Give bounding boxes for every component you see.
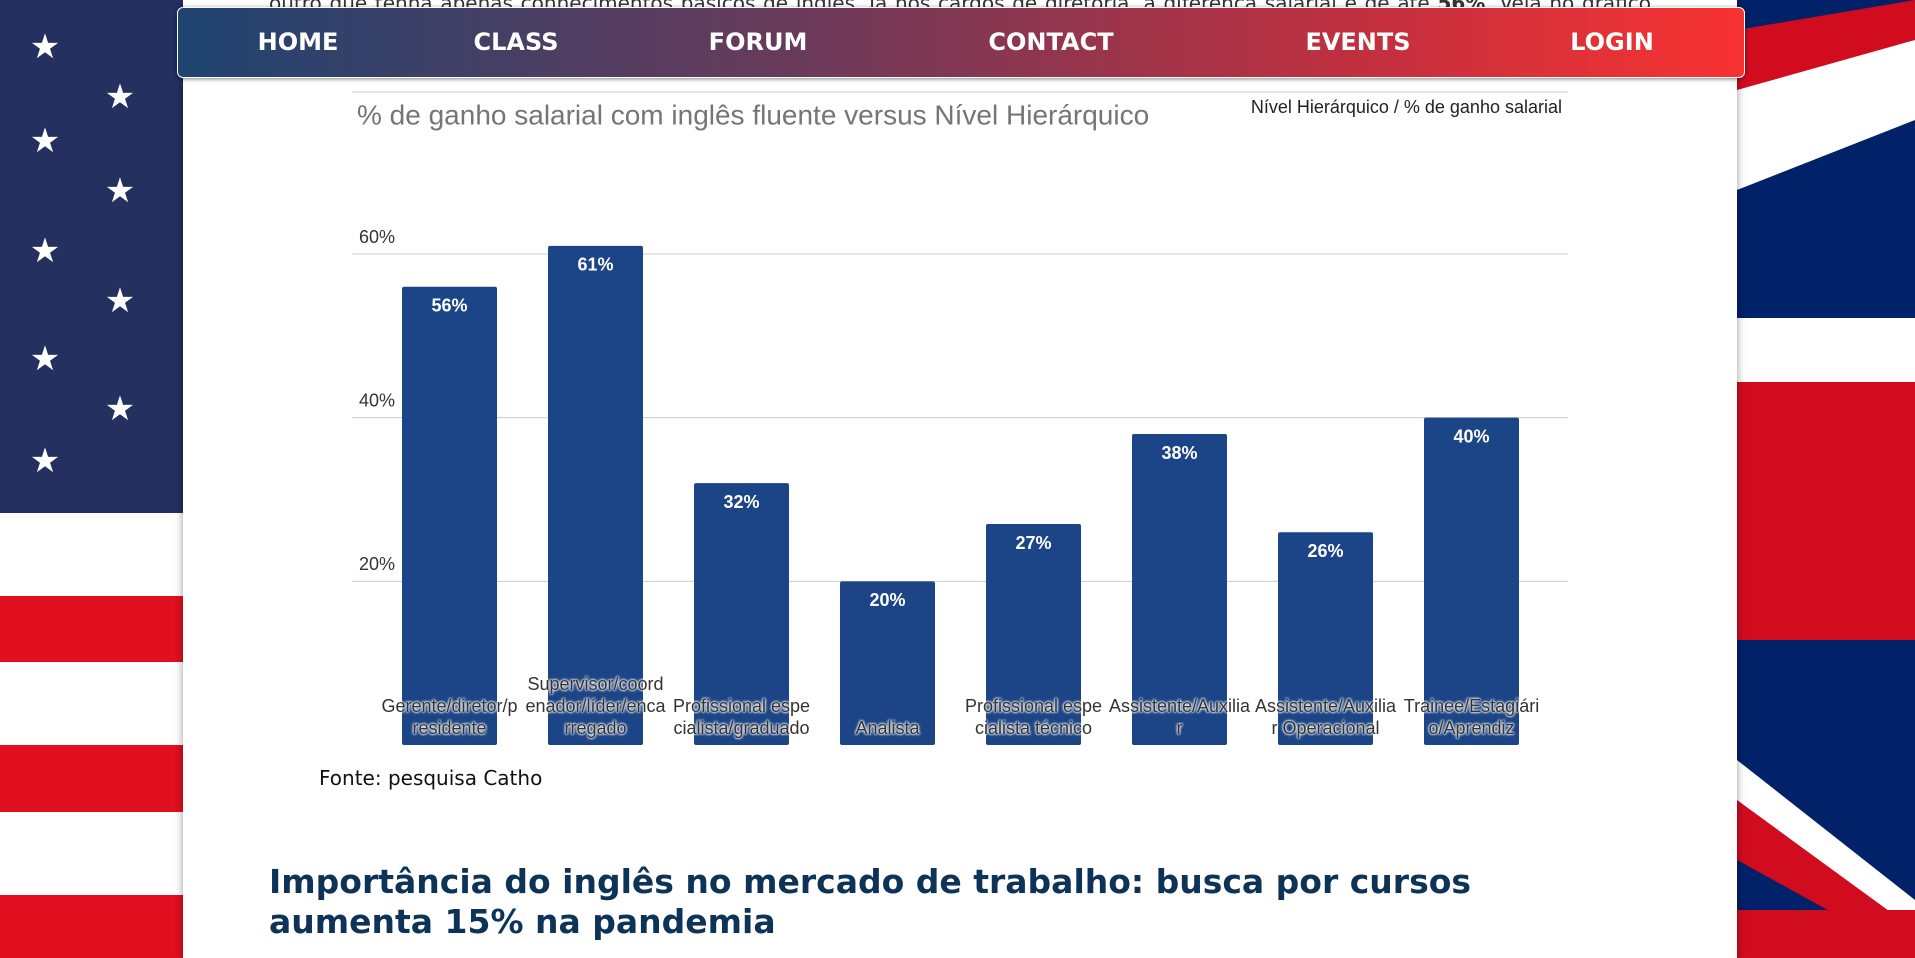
x-tick-label: Profissional especialista técnico [964, 696, 1103, 738]
value-label: 61% [577, 255, 613, 275]
svg-text:★: ★ [30, 339, 60, 379]
x-tick-label: Assistente/Auxiliar [1108, 696, 1251, 738]
bar [694, 483, 789, 745]
y-tick-label: 20% [359, 554, 395, 574]
svg-text:★: ★ [105, 77, 135, 117]
x-tick-label: Analista [855, 718, 920, 738]
y-tick-label: 60% [359, 227, 395, 247]
bar [1424, 417, 1519, 745]
value-label: 20% [869, 590, 905, 610]
value-label: 56% [431, 295, 467, 315]
x-tick-label: Profissional especialista/graduado [672, 696, 811, 738]
nav-link[interactable]: LOGIN [1570, 28, 1654, 56]
value-label: 26% [1307, 541, 1343, 561]
svg-text:★: ★ [105, 171, 135, 211]
svg-text:★: ★ [30, 441, 60, 481]
value-label: 38% [1161, 443, 1197, 463]
bar [402, 286, 497, 745]
source-note: Fonte: pesquisa Catho [319, 766, 543, 790]
bar [548, 245, 643, 746]
svg-text:★: ★ [30, 231, 60, 271]
bar [986, 524, 1081, 745]
svg-text:★: ★ [30, 121, 60, 161]
x-tick-label: Supervisor/coordenador/líder/encarregado [525, 674, 666, 738]
nav-link[interactable]: HOME [257, 28, 339, 56]
x-tick-label: Gerente/diretor/presidente [381, 696, 518, 738]
svg-text:★: ★ [105, 281, 135, 321]
value-label: 32% [723, 492, 759, 512]
svg-text:★: ★ [30, 27, 60, 67]
nav-link[interactable]: FORUM [708, 28, 808, 56]
svg-text:★: ★ [105, 389, 135, 429]
legend-label: Nível Hierárquico / % de ganho salarial [1251, 97, 1562, 117]
navbar: HOME CLASS FORUM CONTACT EVENTS LOGIN [177, 7, 1745, 78]
x-tick-label: Assistente/Auxiliar Operacional [1254, 696, 1397, 738]
bar [840, 581, 935, 745]
value-label: 27% [1015, 533, 1051, 553]
y-tick-label: 40% [359, 390, 395, 410]
value-label: 40% [1453, 426, 1489, 446]
x-tick-label: Trainee/Estagiário/Aprendiz [1403, 696, 1540, 738]
bar [1132, 434, 1227, 745]
nav-link[interactable]: EVENTS [1305, 28, 1411, 56]
chart-title: % de ganho salarial com inglês fluente v… [357, 99, 1149, 130]
nav-link[interactable]: CONTACT [988, 28, 1114, 56]
section-heading: Importância do inglês no mercado de trab… [269, 862, 1472, 941]
bar [1278, 532, 1373, 745]
nav-link[interactable]: CLASS [473, 28, 559, 56]
